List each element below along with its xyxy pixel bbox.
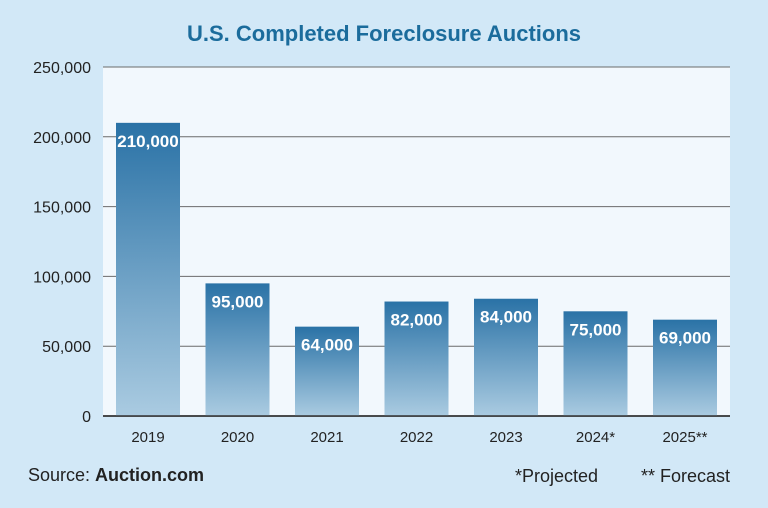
y-tick-label: 100,000 <box>33 269 91 286</box>
x-tick-label: 2023 <box>489 429 522 446</box>
data-label: 95,000 <box>212 292 264 311</box>
forecast-note: ** Forecast <box>641 466 730 486</box>
data-label: 84,000 <box>480 308 532 327</box>
bar-2021 <box>295 326 359 416</box>
projected-note: *Projected <box>515 466 598 486</box>
data-label: 64,000 <box>301 336 353 355</box>
x-tick-label: 2020 <box>221 429 254 446</box>
x-tick-label: 2021 <box>310 429 343 446</box>
x-tick-label: 2019 <box>131 429 164 446</box>
bar-2022 <box>384 301 449 416</box>
x-tick-label: 2024* <box>576 429 615 446</box>
data-label: 75,000 <box>570 320 622 339</box>
x-tick-label: 2022 <box>400 429 433 446</box>
x-tick-label: 2025** <box>662 429 707 446</box>
bar-2024 <box>563 311 628 416</box>
y-tick-label: 250,000 <box>33 60 91 77</box>
data-label: 69,000 <box>659 329 711 348</box>
bar-2023 <box>474 298 538 416</box>
y-tick-label: 200,000 <box>33 130 91 147</box>
y-tick-label: 150,000 <box>33 200 91 217</box>
bar-2025 <box>653 319 717 416</box>
data-label: 82,000 <box>391 311 443 330</box>
y-tick-label: 0 <box>82 409 91 426</box>
chart-title: U.S. Completed Foreclosure Auctions <box>187 21 581 46</box>
bar-2020 <box>205 283 270 416</box>
source-note: Source: Auction.com <box>28 465 204 485</box>
bar-2019 <box>116 122 180 416</box>
source-name: Auction.com <box>95 465 204 485</box>
data-label: 210,000 <box>117 132 178 151</box>
source-prefix: Source: <box>28 465 95 485</box>
y-tick-label: 50,000 <box>42 339 91 356</box>
